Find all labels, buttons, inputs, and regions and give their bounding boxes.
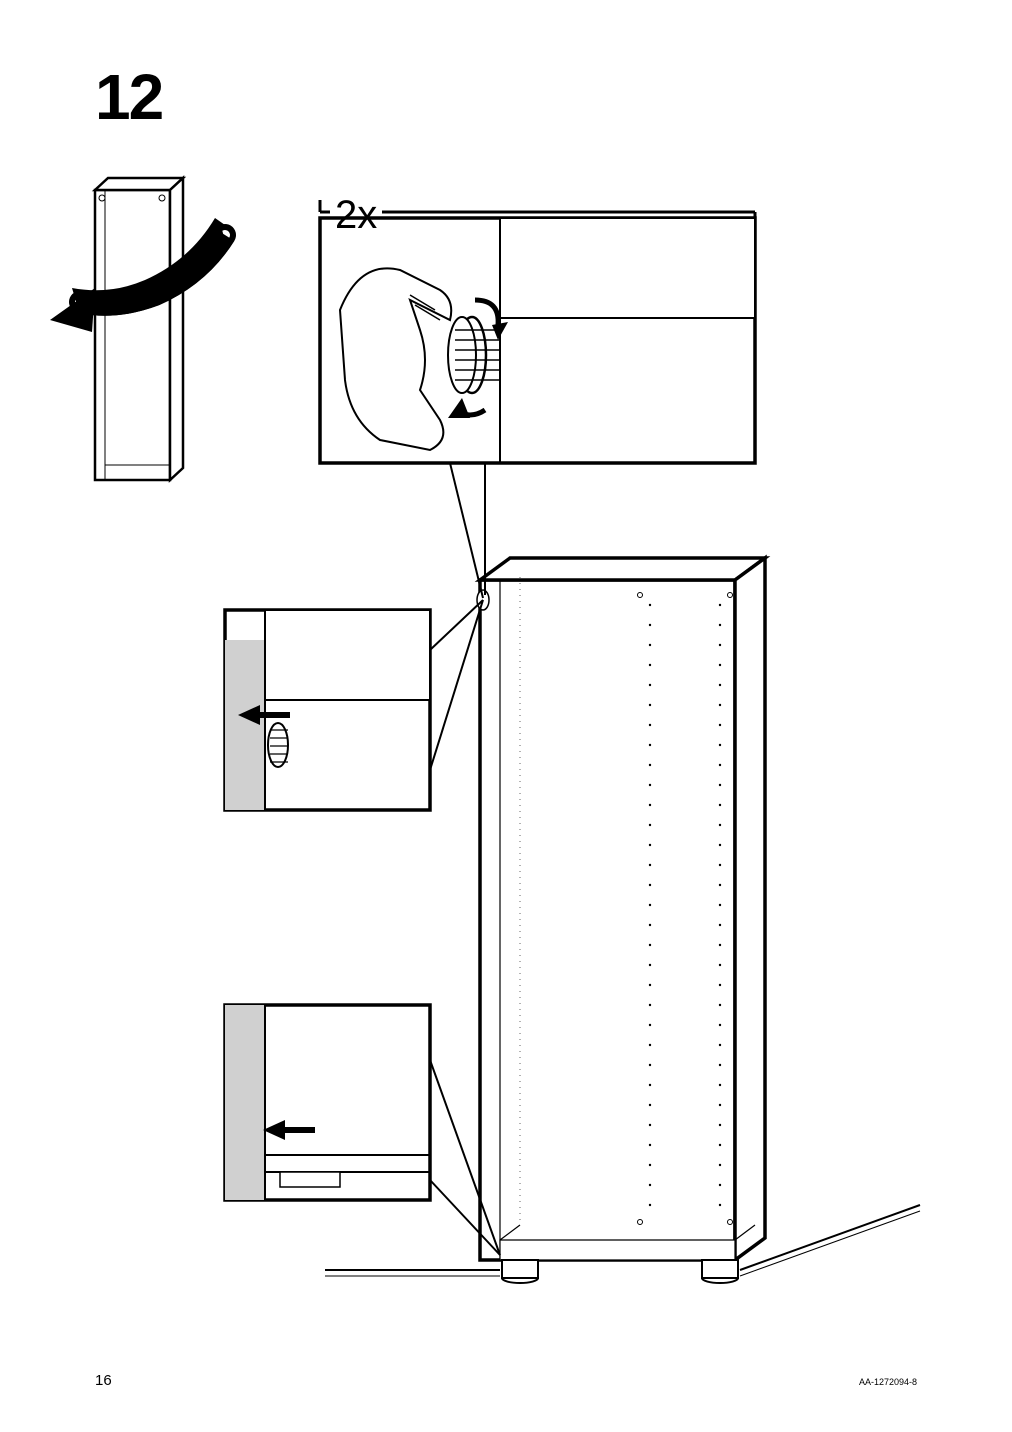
hand-detail-panel: [320, 200, 755, 463]
small-cabinet: [95, 178, 183, 480]
document-id: AA-1272094-8: [859, 1377, 917, 1387]
page-number: 16: [95, 1372, 112, 1389]
instruction-page: 12: [0, 0, 1012, 1432]
top-corner-detail: [225, 610, 430, 810]
repeat-count-label: 2x: [335, 193, 377, 238]
assembly-diagram: [0, 0, 1012, 1432]
bottom-corner-detail: [225, 1005, 430, 1200]
